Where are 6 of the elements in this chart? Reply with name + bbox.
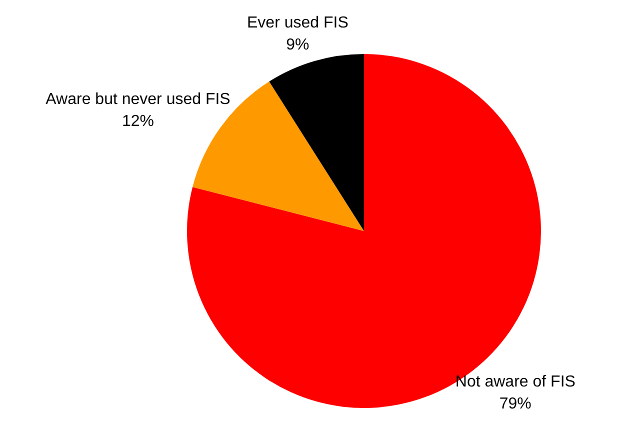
data-label: 9% xyxy=(286,36,310,54)
slice-label: Not aware of FIS xyxy=(455,373,576,390)
slice-label: Ever used FIS xyxy=(247,14,348,32)
slice-label: Aware but never used FIS xyxy=(46,90,230,108)
data-label: 12% xyxy=(122,112,154,130)
data-label: 79% xyxy=(499,395,532,412)
